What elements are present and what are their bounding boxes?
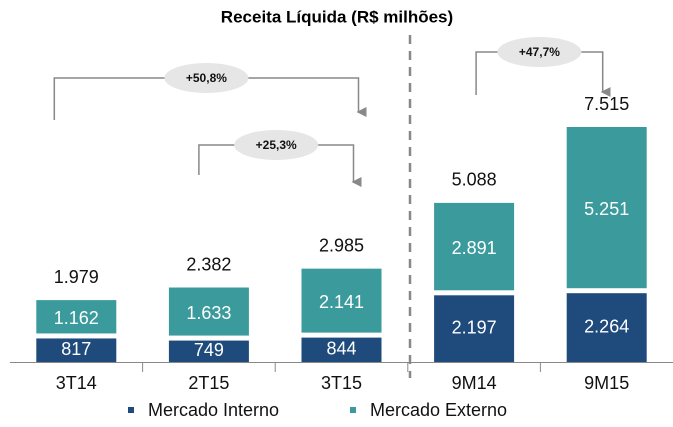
value-label: 2.264	[584, 316, 629, 336]
bar-segment	[301, 268, 382, 333]
value-label: 1.162	[54, 308, 99, 328]
bar-segment	[36, 338, 117, 362]
value-label: 844	[326, 339, 356, 359]
x-tick-label: 9M15	[584, 373, 629, 393]
value-label: 2.141	[319, 292, 364, 312]
bar-segment	[36, 300, 117, 334]
total-label: 5.088	[452, 170, 497, 190]
legend-label: Mercado Interno	[148, 400, 279, 420]
x-tick-label: 9M14	[452, 373, 497, 393]
value-label: 1.633	[186, 303, 231, 323]
chart-title: Receita Líquida (R$ milhões)	[221, 7, 453, 26]
value-label: 2.197	[452, 317, 497, 337]
total-label: 1.979	[54, 267, 99, 287]
total-label: 7.515	[584, 94, 629, 114]
annotation-bubble	[234, 130, 319, 160]
total-label: 2.985	[319, 235, 364, 255]
value-label: 5.251	[584, 199, 629, 219]
value-label: 817	[61, 339, 91, 359]
total-label: 2.382	[186, 254, 231, 274]
x-tick-label: 3T14	[56, 373, 97, 393]
value-label: 749	[194, 340, 224, 360]
bar-segment	[434, 202, 515, 291]
annotation-text: +50,8%	[186, 71, 227, 85]
legend-swatch	[350, 407, 356, 413]
bar-segment	[566, 127, 647, 289]
annotation-bubble	[164, 63, 249, 93]
bar-segment	[434, 295, 515, 362]
annotation-text: +25,3%	[256, 138, 297, 152]
legend-swatch	[128, 407, 134, 413]
bar-segment	[301, 337, 382, 362]
value-label: 2.891	[452, 238, 497, 258]
bar-segment	[566, 293, 647, 362]
annotation-text: +47,7%	[519, 45, 560, 59]
legend-label: Mercado Externo	[370, 400, 507, 420]
bar-segment	[168, 340, 249, 362]
x-tick-label: 3T15	[321, 373, 362, 393]
annotation-bubble	[497, 37, 582, 67]
x-tick-label: 2T15	[188, 373, 229, 393]
bar-segment	[168, 287, 249, 336]
